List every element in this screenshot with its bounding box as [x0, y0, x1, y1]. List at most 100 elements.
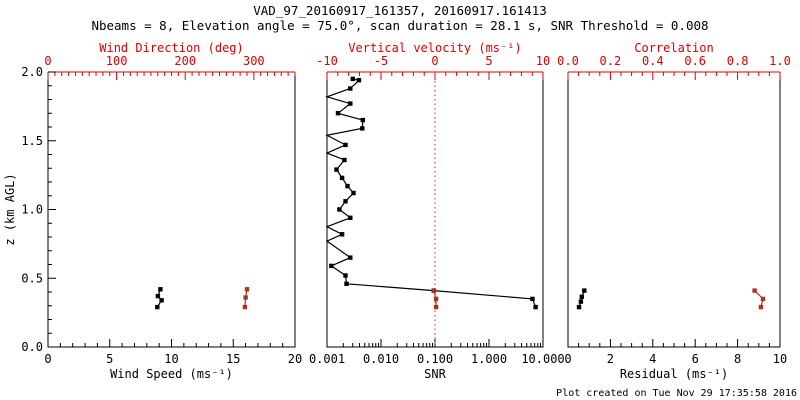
chart-title: VAD_97_20160917_161357, 20160917.161413: [253, 3, 547, 18]
chart-subtitle: Nbeams = 8, Elevation angle = 75.0°, sca…: [91, 18, 709, 33]
axis-text: 5: [485, 54, 492, 68]
data-point: [348, 86, 353, 91]
series-line-residual: [578, 290, 585, 308]
data-point: [578, 299, 584, 304]
axis-text: 10: [773, 352, 787, 366]
data-point: [339, 232, 345, 237]
axis-text: 6: [692, 352, 699, 366]
data-point: [348, 215, 353, 220]
data-point: [356, 78, 362, 83]
panel-frame: [567, 72, 781, 348]
axis-text: 0.100: [417, 352, 453, 366]
axis-text: 0.8: [727, 54, 749, 68]
axis-text: 200: [174, 54, 196, 68]
data-point: [431, 288, 437, 293]
data-point: [343, 199, 348, 204]
axis-text: 10: [164, 352, 178, 366]
data-point: [360, 126, 365, 131]
axis-text: 2.0: [21, 65, 43, 79]
data-point: [351, 190, 356, 196]
data-point: [360, 117, 365, 123]
axis-text: 1.000: [471, 352, 507, 366]
axis-text: 0.2: [600, 54, 622, 68]
data-point: [343, 142, 348, 148]
data-point: [582, 288, 587, 293]
axis-text: 0.001: [309, 352, 345, 366]
top-axis-label: Correlation: [634, 41, 713, 55]
data-point: [758, 304, 764, 310]
data-point: [345, 183, 350, 189]
axis-text: 20: [288, 352, 302, 366]
axis-text: 0.010: [363, 352, 399, 366]
data-point: [533, 304, 538, 310]
series-markers-wind_direction: [242, 287, 250, 310]
data-point: [155, 304, 160, 310]
data-point: [334, 167, 339, 172]
data-point: [530, 296, 535, 302]
y-axis-label: z (km AGL): [3, 173, 17, 245]
data-point: [344, 281, 349, 286]
data-point: [335, 111, 341, 116]
axis-text: 15: [226, 352, 240, 366]
series-markers-vertical_velocity: [431, 288, 439, 310]
data-point: [348, 101, 353, 106]
panel-frame: [47, 72, 296, 348]
data-point: [339, 175, 345, 181]
data-point: [348, 255, 353, 260]
data-point: [159, 298, 164, 303]
data-point: [243, 295, 248, 300]
data-point: [760, 296, 766, 302]
data-point: [342, 157, 347, 163]
bottom-axis-label: Residual (ms⁻¹): [620, 367, 728, 381]
data-point: [244, 287, 250, 292]
series-markers-wind_speed: [155, 287, 164, 310]
axis-text: 1.5: [21, 134, 43, 148]
data-point: [158, 287, 163, 292]
top-axis-label: Wind Direction (deg): [99, 41, 244, 55]
data-point: [155, 293, 161, 299]
axis-text: 0: [44, 54, 51, 68]
axis-text: 100: [106, 54, 128, 68]
series-line-snr: [325, 78, 537, 308]
axis-text: 0.5: [21, 271, 43, 285]
axis-text: -10: [316, 54, 338, 68]
data-point: [350, 76, 355, 82]
data-point: [433, 304, 439, 310]
axis-text: 8: [734, 352, 741, 366]
panel-wind: 0 5 10 15 20 Wind Speed (ms⁻¹) 0 100 200 300Wind …: [3, 41, 302, 381]
panel-snr: 0.001 0.010 0.100 1.000 10.000 SNR -10 -5 0 5 10 Ve…: [309, 41, 565, 381]
axis-text: 1.0: [769, 54, 791, 68]
axis-text: 4: [649, 352, 656, 366]
axis-text: 0.4: [642, 54, 664, 68]
bottom-axis-label: Wind Speed (ms⁻¹): [110, 367, 233, 381]
series-markers-correlation: [752, 288, 766, 310]
axis-text: 5: [106, 352, 113, 366]
axis-text: -5: [374, 54, 388, 68]
data-point: [433, 296, 439, 302]
data-point: [343, 273, 348, 278]
data-point: [242, 304, 248, 310]
plot-created-note: Plot created on Tue Nov 29 17:35:58 2016: [556, 388, 797, 399]
axis-text: 0.0: [557, 54, 579, 68]
data-point: [752, 288, 757, 293]
series-markers-residual: [576, 288, 587, 310]
data-point: [337, 207, 342, 212]
axis-text: 2: [607, 352, 614, 366]
axis-text: 1.0: [21, 203, 43, 217]
series-markers-snr: [329, 76, 538, 310]
data-point: [329, 263, 334, 269]
axis-text: 0: [44, 352, 51, 366]
data-point: [579, 294, 584, 299]
top-axis-label: Vertical velocity (ms⁻¹): [348, 41, 521, 55]
data-point: [576, 304, 582, 310]
bottom-axis-label: SNR: [424, 367, 446, 381]
axis-text: 10: [536, 54, 550, 68]
axis-text: 300: [243, 54, 265, 68]
axis-text: 10.000: [521, 352, 564, 366]
axis-text: 0.0: [21, 340, 43, 354]
axis-text: 0.6: [684, 54, 706, 68]
axis-text: 0: [564, 352, 571, 366]
panel-residual: 0 2 4 6 8 10 Residual (ms⁻¹) 0.0 0.2 0.4 0.6 0.8 1.0…: [557, 41, 791, 381]
